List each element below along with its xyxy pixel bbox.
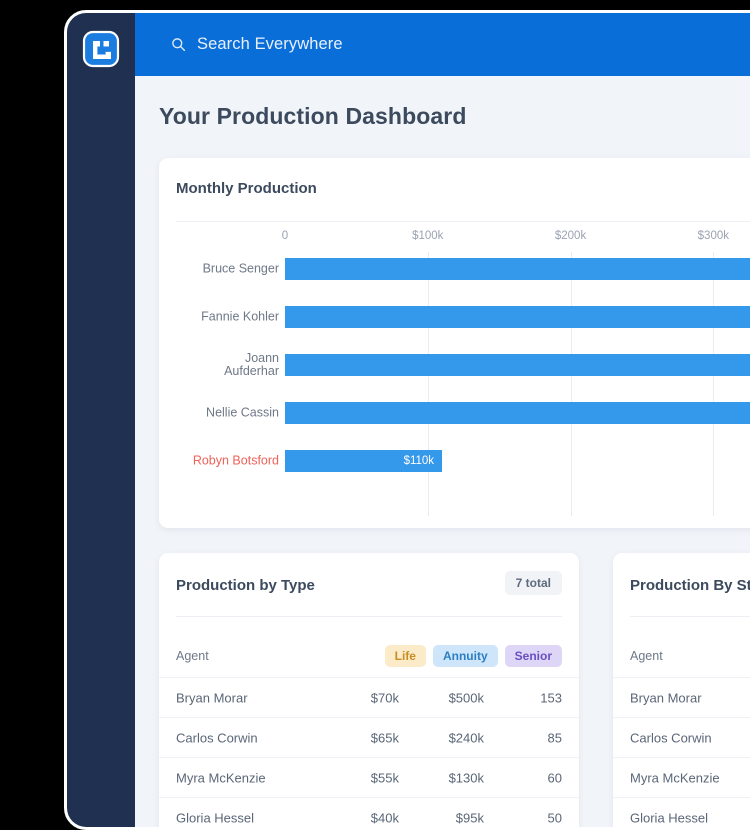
- divider: [176, 221, 750, 222]
- cell-life: $70k: [370, 690, 399, 705]
- card-title: Production By Sta: [630, 577, 750, 594]
- cell-agent: Myra McKenzie: [176, 770, 266, 785]
- divider: [176, 616, 562, 617]
- bar-chart-row[interactable]: Joann Aufderhar: [159, 351, 750, 378]
- cell-agent: Gloria Hessel: [630, 810, 709, 825]
- cell-annuity: $500k: [448, 690, 484, 705]
- cell-senior: 60: [547, 770, 562, 785]
- table-row[interactable]: Bryan Morar $70k $500k 153: [159, 677, 579, 717]
- gridline: [570, 252, 572, 516]
- bar[interactable]: $110k: [285, 450, 443, 472]
- search-icon: [171, 37, 186, 52]
- x-axis-tick: $200k: [554, 230, 587, 242]
- divider: [630, 616, 750, 617]
- x-axis-tick: 0: [281, 230, 289, 242]
- card-title: Production by Type: [176, 577, 315, 594]
- production-by-type-card: Production by Type 7 total Agent Life Ann…: [159, 553, 579, 827]
- production-by-status-card: Production By Sta Agent Bryan Morar Carlo…: [613, 553, 750, 827]
- x-axis-tick: $300k: [697, 230, 729, 242]
- cell-agent: Carlos Corwin: [630, 730, 712, 745]
- bar[interactable]: [285, 402, 750, 424]
- column-header-agent: Agent: [630, 649, 663, 663]
- search-input[interactable]: Search Everywhere: [197, 35, 343, 53]
- cell-agent: Bryan Morar: [176, 690, 248, 705]
- cell-senior: 85: [547, 730, 562, 745]
- table-row[interactable]: Carlos Corwin $65k $240k 85: [159, 717, 579, 757]
- bar-value-label: $110k: [403, 455, 435, 467]
- type-chip-annuity[interactable]: Annuity: [432, 645, 498, 667]
- cell-annuity: $240k: [448, 730, 484, 745]
- brand-logo-icon[interactable]: [82, 30, 120, 68]
- main-content: Your Production Dashboard Monthly Produc…: [135, 76, 750, 827]
- bar-category-label: Bruce Senger: [202, 261, 279, 276]
- table-row[interactable]: Myra McKenzie $55k $130k 60: [159, 757, 579, 797]
- cell-life: $55k: [370, 770, 399, 785]
- bar[interactable]: [285, 306, 750, 328]
- cell-annuity: $95k: [455, 810, 484, 825]
- sidebar: [67, 13, 135, 827]
- bar-category-label: Joann Aufderhar: [224, 351, 279, 378]
- cell-life: $40k: [370, 810, 399, 825]
- bar-category-label: Nellie Cassin: [206, 405, 279, 420]
- cell-agent: Myra McKenzie: [630, 770, 720, 785]
- gridline: [713, 252, 715, 516]
- page-title: Your Production Dashboard: [159, 103, 467, 129]
- bar-chart-row[interactable]: Robyn Botsford $110k: [159, 450, 750, 472]
- bar-chart-row[interactable]: Nellie Cassin: [159, 402, 750, 424]
- app-window: Search Everywhere Your Production Dashbo…: [64, 10, 750, 830]
- column-header-agent: Agent: [176, 649, 209, 663]
- type-chip-group: Life Annuity Senior: [384, 645, 562, 667]
- table-row[interactable]: Myra McKenzie: [613, 757, 750, 797]
- table-header-row: Agent Life Annuity Senior: [159, 635, 579, 677]
- cell-annuity: $130k: [448, 770, 484, 785]
- table-row[interactable]: Carlos Corwin: [613, 717, 750, 757]
- bar-category-label: Fannie Kohler: [201, 309, 279, 324]
- cell-senior: 50: [547, 810, 562, 825]
- bar-chart-row[interactable]: Fannie Kohler: [159, 306, 750, 328]
- bar[interactable]: [285, 258, 750, 280]
- cell-agent: Carlos Corwin: [176, 730, 258, 745]
- total-badge: 7 total: [504, 571, 562, 595]
- table-row[interactable]: Gloria Hessel: [613, 797, 750, 827]
- top-search-bar[interactable]: Search Everywhere: [135, 13, 750, 76]
- table-row[interactable]: Bryan Morar: [613, 677, 750, 717]
- x-axis-tick: $100k: [412, 230, 444, 242]
- cell-senior: 153: [540, 690, 562, 705]
- monthly-production-card: Monthly Production 0 $100k $200k $300k Bruce…: [159, 158, 750, 528]
- cell-agent: Bryan Morar: [630, 690, 702, 705]
- table-header-row: Agent: [613, 635, 750, 677]
- card-title: Monthly Production: [176, 180, 317, 197]
- table-row[interactable]: Gloria Hessel $40k $95k 50: [159, 797, 579, 827]
- type-chip-senior[interactable]: Senior: [504, 645, 562, 667]
- bar-chart: 0 $100k $200k $300k Bruce Senger Fannie Kohle…: [159, 230, 750, 528]
- cell-agent: Gloria Hessel: [176, 810, 255, 825]
- bar-chart-row[interactable]: Bruce Senger: [159, 258, 750, 280]
- gridline: [427, 252, 429, 516]
- bar-category-label: Robyn Botsford: [192, 453, 279, 468]
- bar[interactable]: [285, 354, 750, 376]
- type-chip-life[interactable]: Life: [384, 645, 426, 667]
- cell-life: $65k: [370, 730, 399, 745]
